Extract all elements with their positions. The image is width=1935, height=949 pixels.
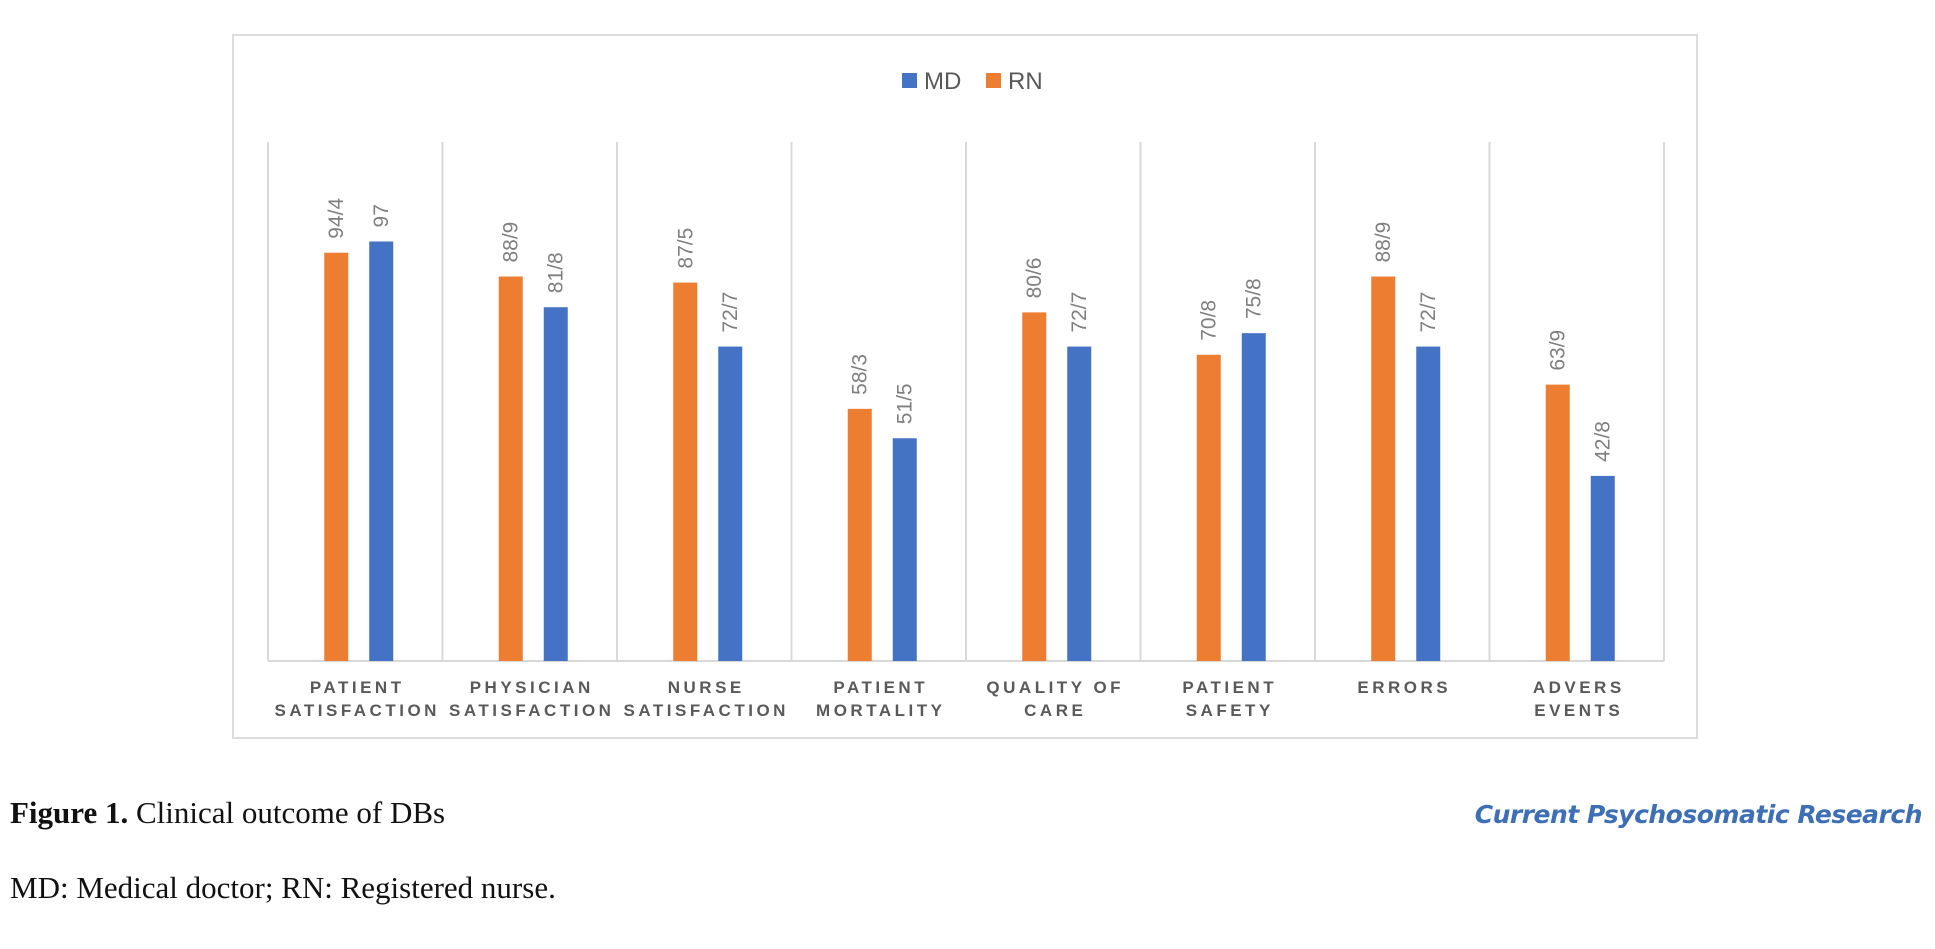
data-label-rn: 88/9 — [1372, 222, 1395, 263]
bar-md — [718, 346, 743, 661]
data-label-md: 51/5 — [894, 383, 917, 424]
data-label-md: 72/7 — [1068, 292, 1091, 333]
bar-md — [892, 438, 917, 661]
category-label: PATIENT — [310, 678, 405, 697]
bar-md — [1241, 333, 1266, 661]
category-label: ERRORS — [1357, 678, 1451, 697]
category-labels: PATIENT SATISFACTION PHYSICIAN SATISFACTION… — [275, 678, 1625, 720]
data-label-rn: 63/9 — [1547, 330, 1570, 371]
figure-footnote: MD: Medical doctor; RN: Registered nurse… — [10, 870, 556, 905]
category-label: NURSE — [668, 678, 745, 697]
data-label-rn: 87/5 — [674, 228, 697, 269]
bar-series — [324, 241, 1615, 661]
data-label-rn: 70/8 — [1198, 300, 1221, 341]
legend-label-rn: RN — [1008, 68, 1043, 95]
bar-rn — [673, 282, 698, 661]
data-labels: 94/4 88/9 87/5 58/3 80/6 70/8 88/9 63/9 97 81/8 72… — [325, 198, 1615, 462]
bar-rn — [847, 408, 872, 661]
category-label: SATISFACTION — [624, 701, 789, 720]
data-label-md: 81/8 — [545, 252, 568, 293]
category-gridlines — [267, 142, 1665, 662]
data-label-md: 75/8 — [1243, 278, 1266, 319]
category-label: CARE — [1024, 701, 1086, 720]
bar-md — [543, 307, 568, 661]
figure-label: Figure 1. — [10, 795, 129, 830]
chart-frame: MD RN 94/4 88/9 87/5 58/3 80/6 70/8 88/9 63/9 97 8… — [232, 34, 1698, 739]
category-label: SAFETY — [1186, 701, 1274, 720]
bar-rn — [1196, 354, 1221, 661]
category-label: SATISFACTION — [275, 701, 440, 720]
category-label: EVENTS — [1534, 701, 1623, 720]
bar-rn — [1371, 276, 1396, 661]
data-label-rn: 88/9 — [500, 222, 523, 263]
bar-rn — [324, 252, 349, 661]
data-label-md: 42/8 — [1592, 421, 1615, 462]
legend-label-md: MD — [924, 68, 961, 95]
figure-title: Clinical outcome of DBs — [128, 795, 446, 830]
bar-md — [1067, 346, 1092, 661]
category-label: PHYSICIAN — [470, 678, 594, 697]
category-label: PATIENT — [1182, 678, 1277, 697]
bar-chart: MD RN 94/4 88/9 87/5 58/3 80/6 70/8 88/9 63/9 97 8… — [267, 68, 1665, 720]
data-label-rn: 80/6 — [1023, 258, 1046, 299]
data-label-md: 97 — [370, 204, 393, 227]
legend-swatch-rn — [986, 73, 1001, 88]
legend-swatch-md — [902, 73, 917, 88]
category-label: QUALITY OF — [986, 678, 1124, 697]
bar-md — [1416, 346, 1441, 661]
bar-rn — [1022, 312, 1047, 661]
category-label: MORTALITY — [816, 701, 945, 720]
data-label-md: 72/7 — [719, 292, 742, 333]
bar-rn — [498, 276, 523, 661]
figure-caption: Figure 1. Clinical outcome of DBs — [10, 795, 445, 831]
bar-rn — [1545, 384, 1570, 661]
category-label: SATISFACTION — [449, 701, 614, 720]
bar-md — [369, 241, 394, 661]
data-label-md: 72/7 — [1417, 292, 1440, 333]
chart-legend: MD RN — [902, 68, 1043, 95]
data-label-rn: 94/4 — [325, 198, 348, 239]
bar-md — [1590, 475, 1615, 661]
data-label-rn: 58/3 — [849, 354, 872, 395]
category-label: PATIENT — [833, 678, 928, 697]
category-label: ADVERS — [1533, 678, 1625, 697]
journal-logo-text: Current Psychosomatic Research — [1474, 800, 1923, 829]
